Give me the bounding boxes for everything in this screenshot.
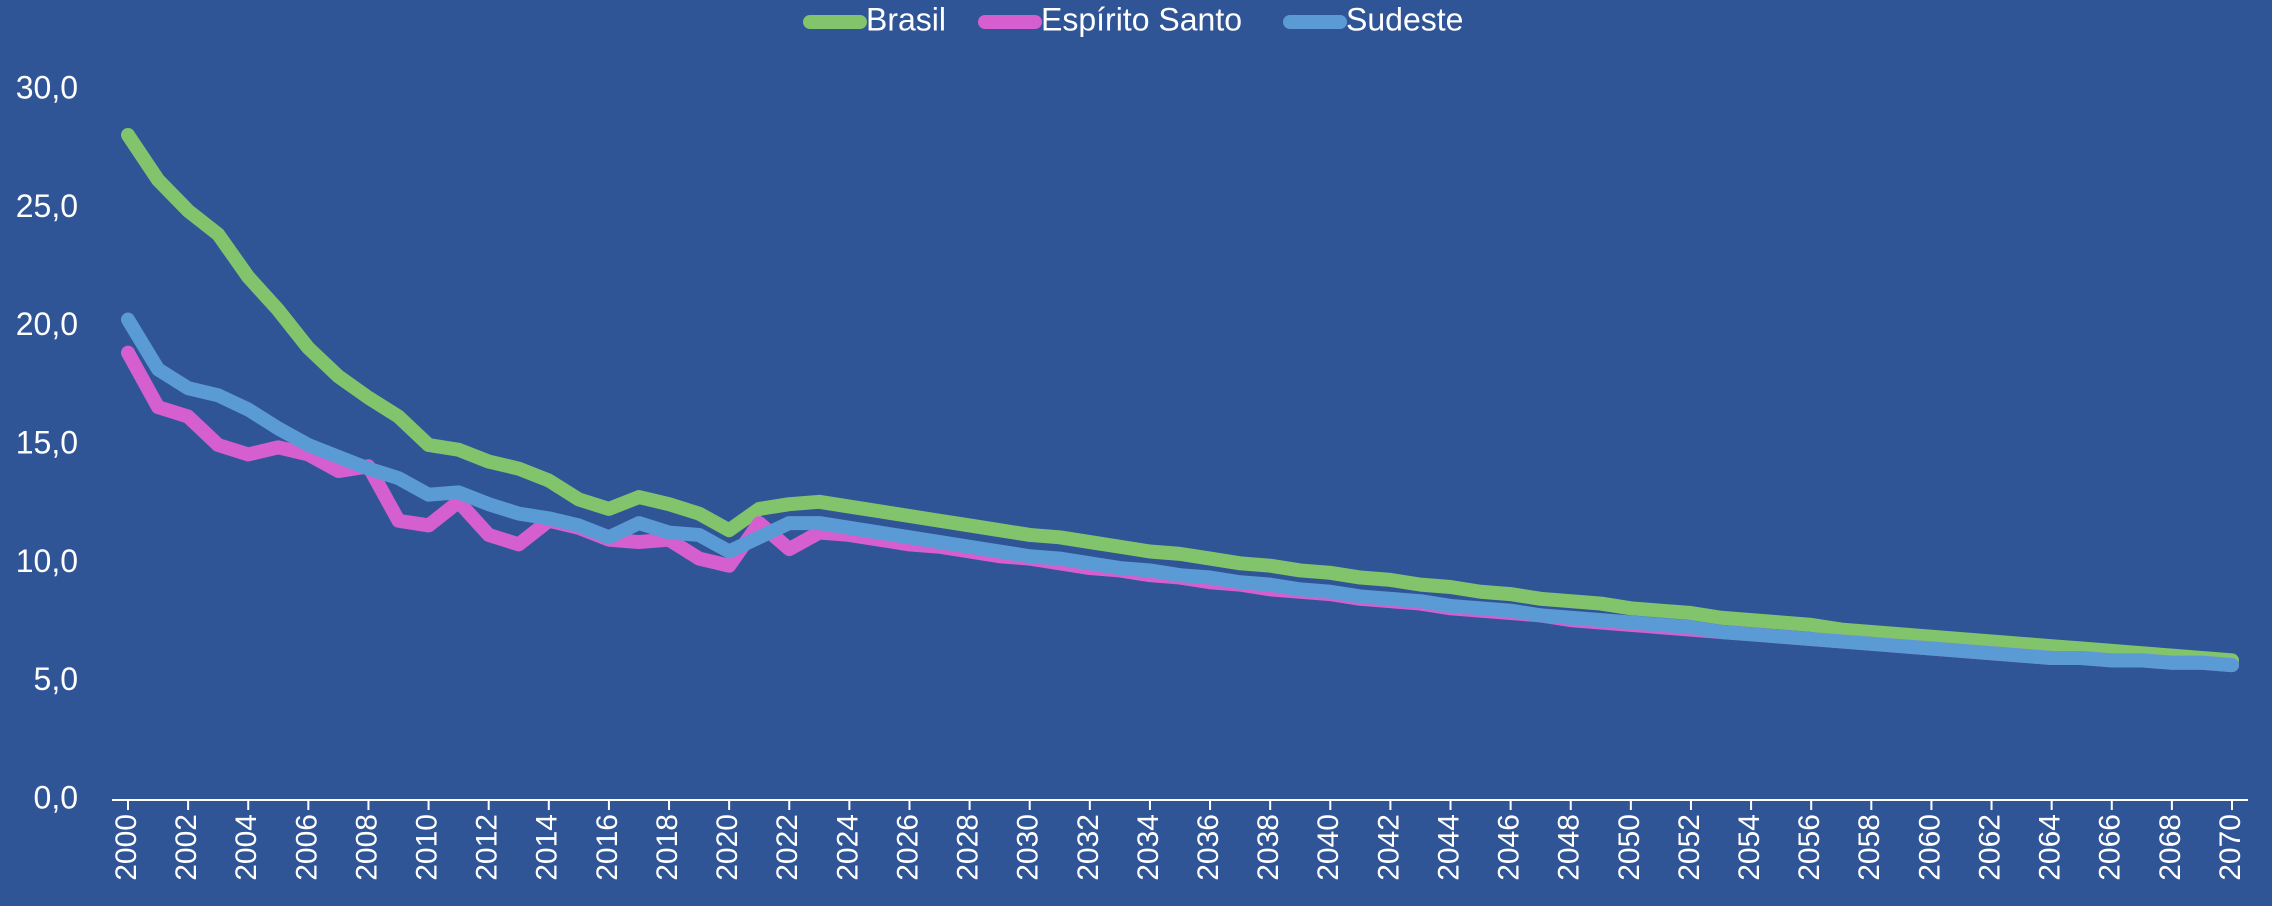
- x-tick-label: 2048: [1553, 814, 1586, 881]
- y-tick-label: 20,0: [16, 306, 78, 342]
- x-tick-label: 2002: [170, 814, 203, 881]
- x-tick-label: 2068: [2154, 814, 2187, 881]
- x-tick-label: 2050: [1613, 814, 1646, 881]
- y-tick-label: 15,0: [16, 424, 78, 460]
- y-tick-label: 10,0: [16, 543, 78, 579]
- x-tick-label: 2014: [531, 814, 564, 881]
- x-tick-label: 2038: [1252, 814, 1285, 881]
- series-line: [121, 127, 2239, 668]
- x-tick-label: 2046: [1493, 814, 1526, 881]
- x-tick-label: 2024: [831, 814, 864, 881]
- x-tick-label: 2010: [410, 814, 443, 881]
- y-tick-label: 5,0: [34, 661, 78, 697]
- x-tick-label: 2006: [290, 814, 323, 881]
- y-tick-label: 0,0: [34, 779, 78, 815]
- x-tick-label: 2000: [110, 814, 143, 881]
- x-tick-label: 2034: [1132, 814, 1165, 881]
- series-line: [121, 312, 2239, 673]
- x-tick-label: 2052: [1673, 814, 1706, 881]
- legend-label: Espírito Santo: [1041, 1, 1242, 37]
- x-tick-label: 2044: [1432, 814, 1465, 881]
- x-tick-label: 2016: [591, 814, 624, 881]
- x-tick-label: 2042: [1372, 814, 1405, 881]
- x-tick-label: 2040: [1312, 814, 1345, 881]
- x-tick-label: 2058: [1853, 814, 1886, 881]
- x-tick-label: 2064: [2034, 814, 2067, 881]
- x-tick-label: 2018: [651, 814, 684, 881]
- x-tick-label: 2020: [711, 814, 744, 881]
- y-tick-label: 30,0: [16, 69, 78, 105]
- legend-label: Brasil: [866, 1, 946, 37]
- x-tick-label: 2008: [350, 814, 383, 881]
- x-tick-label: 2030: [1012, 814, 1045, 881]
- x-tick-label: 2062: [1973, 814, 2006, 881]
- x-tick-label: 2060: [1913, 814, 1946, 881]
- x-tick-label: 2004: [230, 814, 263, 881]
- x-tick-label: 2054: [1733, 814, 1766, 881]
- x-tick-label: 2070: [2214, 814, 2247, 881]
- x-tick-label: 2056: [1793, 814, 1826, 881]
- x-tick-label: 2012: [471, 814, 504, 881]
- x-tick-label: 2022: [771, 814, 804, 881]
- y-tick-label: 25,0: [16, 188, 78, 224]
- legend-label: Sudeste: [1346, 1, 1463, 37]
- x-tick-label: 2032: [1072, 814, 1105, 881]
- x-tick-label: 2036: [1192, 814, 1225, 881]
- x-tick-label: 2028: [952, 814, 985, 881]
- x-tick-label: 2066: [2094, 814, 2127, 881]
- x-tick-label: 2026: [891, 814, 924, 881]
